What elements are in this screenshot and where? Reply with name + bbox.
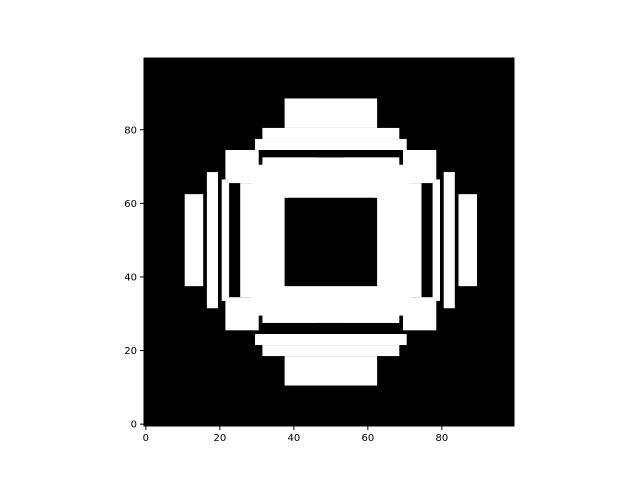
white-region-right-bar: [458, 194, 477, 287]
white-region-ring-right: [373, 164, 411, 316]
x-axis: 0 20 40 60 80: [143, 426, 448, 444]
y-tick-label: 20: [124, 346, 137, 357]
white-region-bottom-bar: [284, 356, 378, 386]
y-tick-label: 80: [124, 125, 137, 136]
white-region-corner-tl: [225, 150, 259, 184]
white-region-bottom-band-2: [255, 334, 407, 346]
black-region-ring-notch-bottom: [317, 322, 344, 331]
black-region-center-hole: [284, 197, 378, 287]
y-axis: 0 20 40 60 80: [124, 125, 144, 431]
x-tick-label: 80: [435, 433, 448, 444]
white-region-corner-bl: [225, 297, 259, 331]
x-tick-label: 20: [213, 433, 226, 444]
white-region-top-band-2: [255, 138, 407, 150]
y-tick-label: 0: [131, 420, 137, 431]
white-region-top-band-1: [262, 127, 400, 139]
y-tick-label: 40: [124, 272, 137, 283]
white-region-left-strip-1: [206, 172, 218, 309]
x-tick-label: 60: [361, 433, 374, 444]
image-plot-area: [143, 57, 515, 427]
axes-frame: [143, 57, 515, 427]
white-region-bottom-band-1: [262, 345, 400, 357]
white-region-corner-tr: [403, 150, 437, 184]
white-region-right-strip-1: [443, 172, 455, 309]
white-region-corner-br: [403, 297, 437, 331]
white-region-top-bar: [284, 98, 378, 128]
x-tick-label: 40: [287, 433, 300, 444]
white-region-left-bar: [184, 194, 204, 287]
black-region-ring-notch-top: [317, 150, 344, 158]
y-tick-label: 60: [124, 199, 137, 210]
white-region-ring-left: [251, 164, 289, 316]
white-region-right-strip-2: [432, 179, 440, 301]
x-tick-label: 0: [143, 433, 149, 444]
white-region-left-strip-2: [221, 179, 230, 301]
white-region-right-column: [406, 183, 422, 298]
